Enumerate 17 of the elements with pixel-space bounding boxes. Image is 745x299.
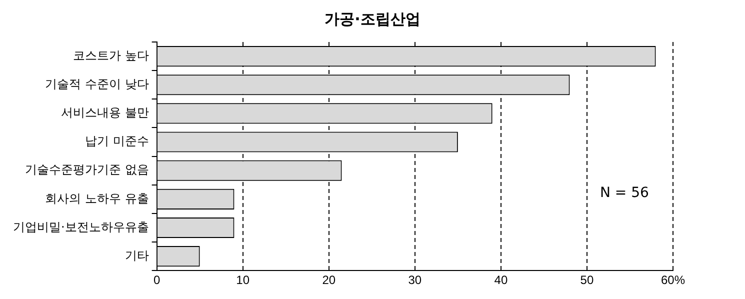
y-tick-label: 납기 미준수 (84, 134, 149, 148)
y-tick-label: 기술적 수준이 낮다 (45, 76, 149, 91)
y-tick-label: 기업비밀·보전노하우유출 (12, 220, 149, 234)
y-tick-label: 코스트가 높다 (72, 48, 149, 62)
x-tick-label: 50 (580, 273, 594, 288)
x-tick-label: 30 (408, 273, 422, 288)
chart-title: 가공·조립산업 (324, 10, 422, 29)
annotation: N = 56 (600, 185, 649, 201)
x-tick-label: 20 (322, 273, 336, 288)
x-tick-label: 40 (494, 273, 508, 288)
y-tick-label: 기술수준평가기준 없음 (24, 162, 149, 177)
y-tick-label: 회사의 노하우 유출 (45, 191, 149, 206)
x-tick-label: 10 (236, 273, 250, 288)
x-tick-label: 60% (660, 273, 686, 288)
y-tick-label: 서비스내용 불만 (60, 106, 149, 120)
x-tick-label: 0 (153, 273, 160, 288)
y-tick-label: 기타 (124, 248, 149, 262)
